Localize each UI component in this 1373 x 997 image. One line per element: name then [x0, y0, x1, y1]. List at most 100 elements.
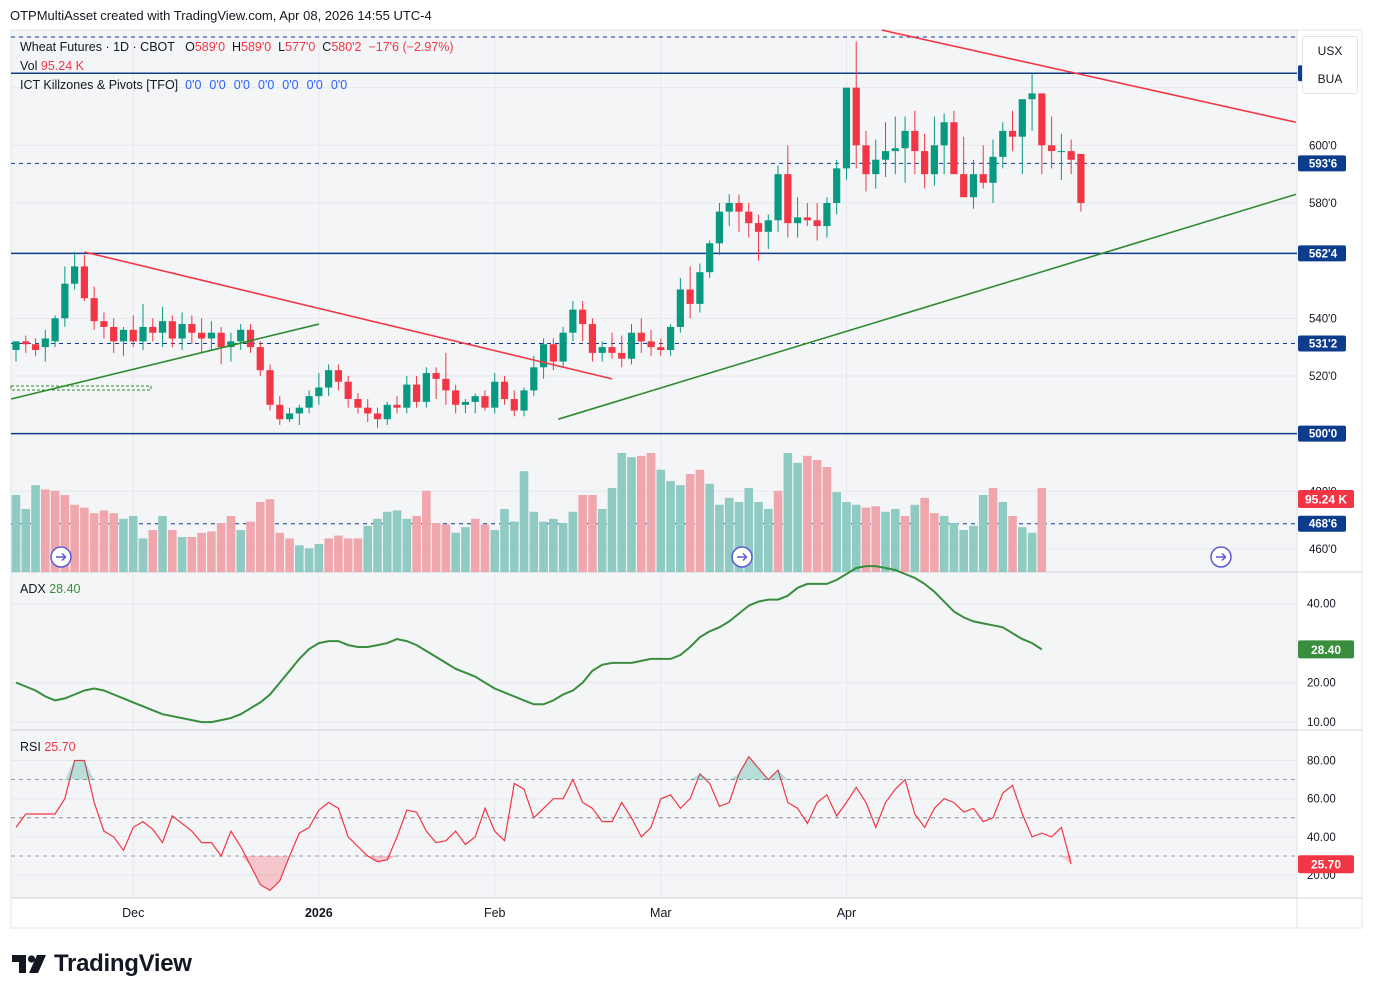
volume-bar: [812, 460, 822, 572]
candle: [217, 326, 225, 365]
volume-bar: [11, 495, 21, 572]
indicator-label: ICT Killzones & Pivots [TFO]: [20, 78, 179, 92]
candle-body: [784, 174, 792, 224]
rsi-overbought-fill: [690, 773, 700, 780]
rsi-oversold-fill: [260, 856, 271, 891]
candle-body: [950, 122, 958, 175]
volume-bar: [412, 516, 421, 572]
candle-body: [559, 332, 567, 362]
candle: [1048, 116, 1056, 169]
rsi-legend: RSI 25.70: [20, 740, 76, 754]
candle: [901, 116, 909, 183]
candle-body: [823, 202, 831, 227]
adx-current-tag-bg: [1298, 640, 1354, 659]
candle-body: [1028, 93, 1036, 100]
volume-bar: [783, 453, 793, 572]
volume-bar: [910, 504, 920, 572]
candle: [813, 202, 821, 241]
candle-body: [325, 370, 333, 388]
volume-label: Vol: [20, 59, 38, 73]
volume-bar: [509, 521, 519, 572]
candle-body: [129, 329, 137, 342]
candle: [706, 240, 714, 278]
volume-bar: [207, 531, 216, 572]
candle: [911, 110, 919, 175]
candle: [989, 139, 997, 203]
candle-body: [71, 266, 79, 284]
volume-bar: [177, 537, 187, 572]
volume-bar: [334, 535, 343, 572]
candle-body: [1008, 130, 1017, 137]
volume-bar: [480, 524, 490, 572]
volume-bar: [1008, 516, 1017, 572]
candle-body: [461, 401, 470, 405]
candle: [1038, 93, 1046, 175]
replay-marker-icon[interactable]: [50, 546, 72, 568]
symbol-bua[interactable]: BUA: [1317, 72, 1343, 86]
candle: [100, 312, 108, 339]
volume-bar: [715, 504, 724, 572]
indicator-value: 0'0: [185, 78, 202, 92]
candle-body: [305, 396, 313, 408]
candle: [618, 335, 626, 368]
candle-body: [22, 341, 30, 345]
candle: [461, 399, 470, 414]
candle: [178, 312, 186, 351]
replay-marker-icon[interactable]: [731, 546, 753, 568]
volume-bar: [50, 490, 60, 572]
candle-body: [530, 367, 538, 391]
candle-body: [373, 413, 382, 420]
volume-bar: [80, 507, 89, 572]
candle-body: [774, 174, 782, 221]
candle-body: [178, 324, 186, 339]
rsi-pane-bg: [11, 730, 1297, 898]
volume-bar: [871, 506, 881, 572]
candle-body: [715, 211, 724, 244]
volume-bar: [285, 538, 294, 572]
candle: [256, 341, 264, 376]
candle-body: [862, 145, 870, 175]
candle-body: [1048, 145, 1056, 152]
volume-bar: [304, 548, 314, 572]
volume-bar: [920, 497, 929, 572]
candle-body: [471, 396, 479, 402]
volume-bar: [99, 510, 109, 572]
volume-bar: [851, 504, 861, 572]
level-label-bg: [1298, 515, 1346, 532]
rsi-tick-label: 60.00: [1307, 794, 1336, 806]
volume-bar: [158, 516, 167, 572]
candle: [539, 338, 548, 379]
candle-body: [452, 390, 460, 405]
volume-bar: [627, 457, 636, 572]
symbol-compare-box[interactable]: USX BUA: [1302, 36, 1358, 94]
candle-body: [520, 390, 528, 411]
candle: [1028, 73, 1036, 131]
volume-bar: [255, 502, 265, 572]
volume-bar: [519, 471, 529, 572]
volume-current-tag: 95.24 K: [1305, 493, 1347, 507]
candle-body: [686, 289, 694, 304]
time-axis-label: 2026: [305, 906, 333, 920]
volume-bar: [998, 502, 1008, 572]
candle-body: [637, 332, 645, 342]
volume-bar: [939, 516, 949, 572]
candle: [325, 364, 333, 397]
candle-body: [100, 321, 108, 327]
candle: [764, 214, 772, 250]
candle: [354, 393, 362, 414]
candle: [784, 145, 792, 238]
time-axis-label: Apr: [837, 906, 856, 920]
candle: [80, 254, 88, 301]
volume-bar: [803, 455, 812, 572]
indicator-row[interactable]: ICT Killzones & Pivots [TFO] 0'0 0'0 0'0 0'…: [20, 76, 454, 95]
candle-body: [569, 309, 577, 333]
level-label: 562'4: [1309, 248, 1338, 260]
symbol-usx[interactable]: USX: [1317, 44, 1343, 58]
candle: [999, 122, 1007, 169]
volume-bar: [246, 521, 255, 572]
candle-body: [266, 370, 274, 405]
change-value: −17'6 (−2.97%): [368, 40, 454, 54]
candle: [637, 318, 645, 353]
replay-marker-icon[interactable]: [1210, 546, 1232, 568]
